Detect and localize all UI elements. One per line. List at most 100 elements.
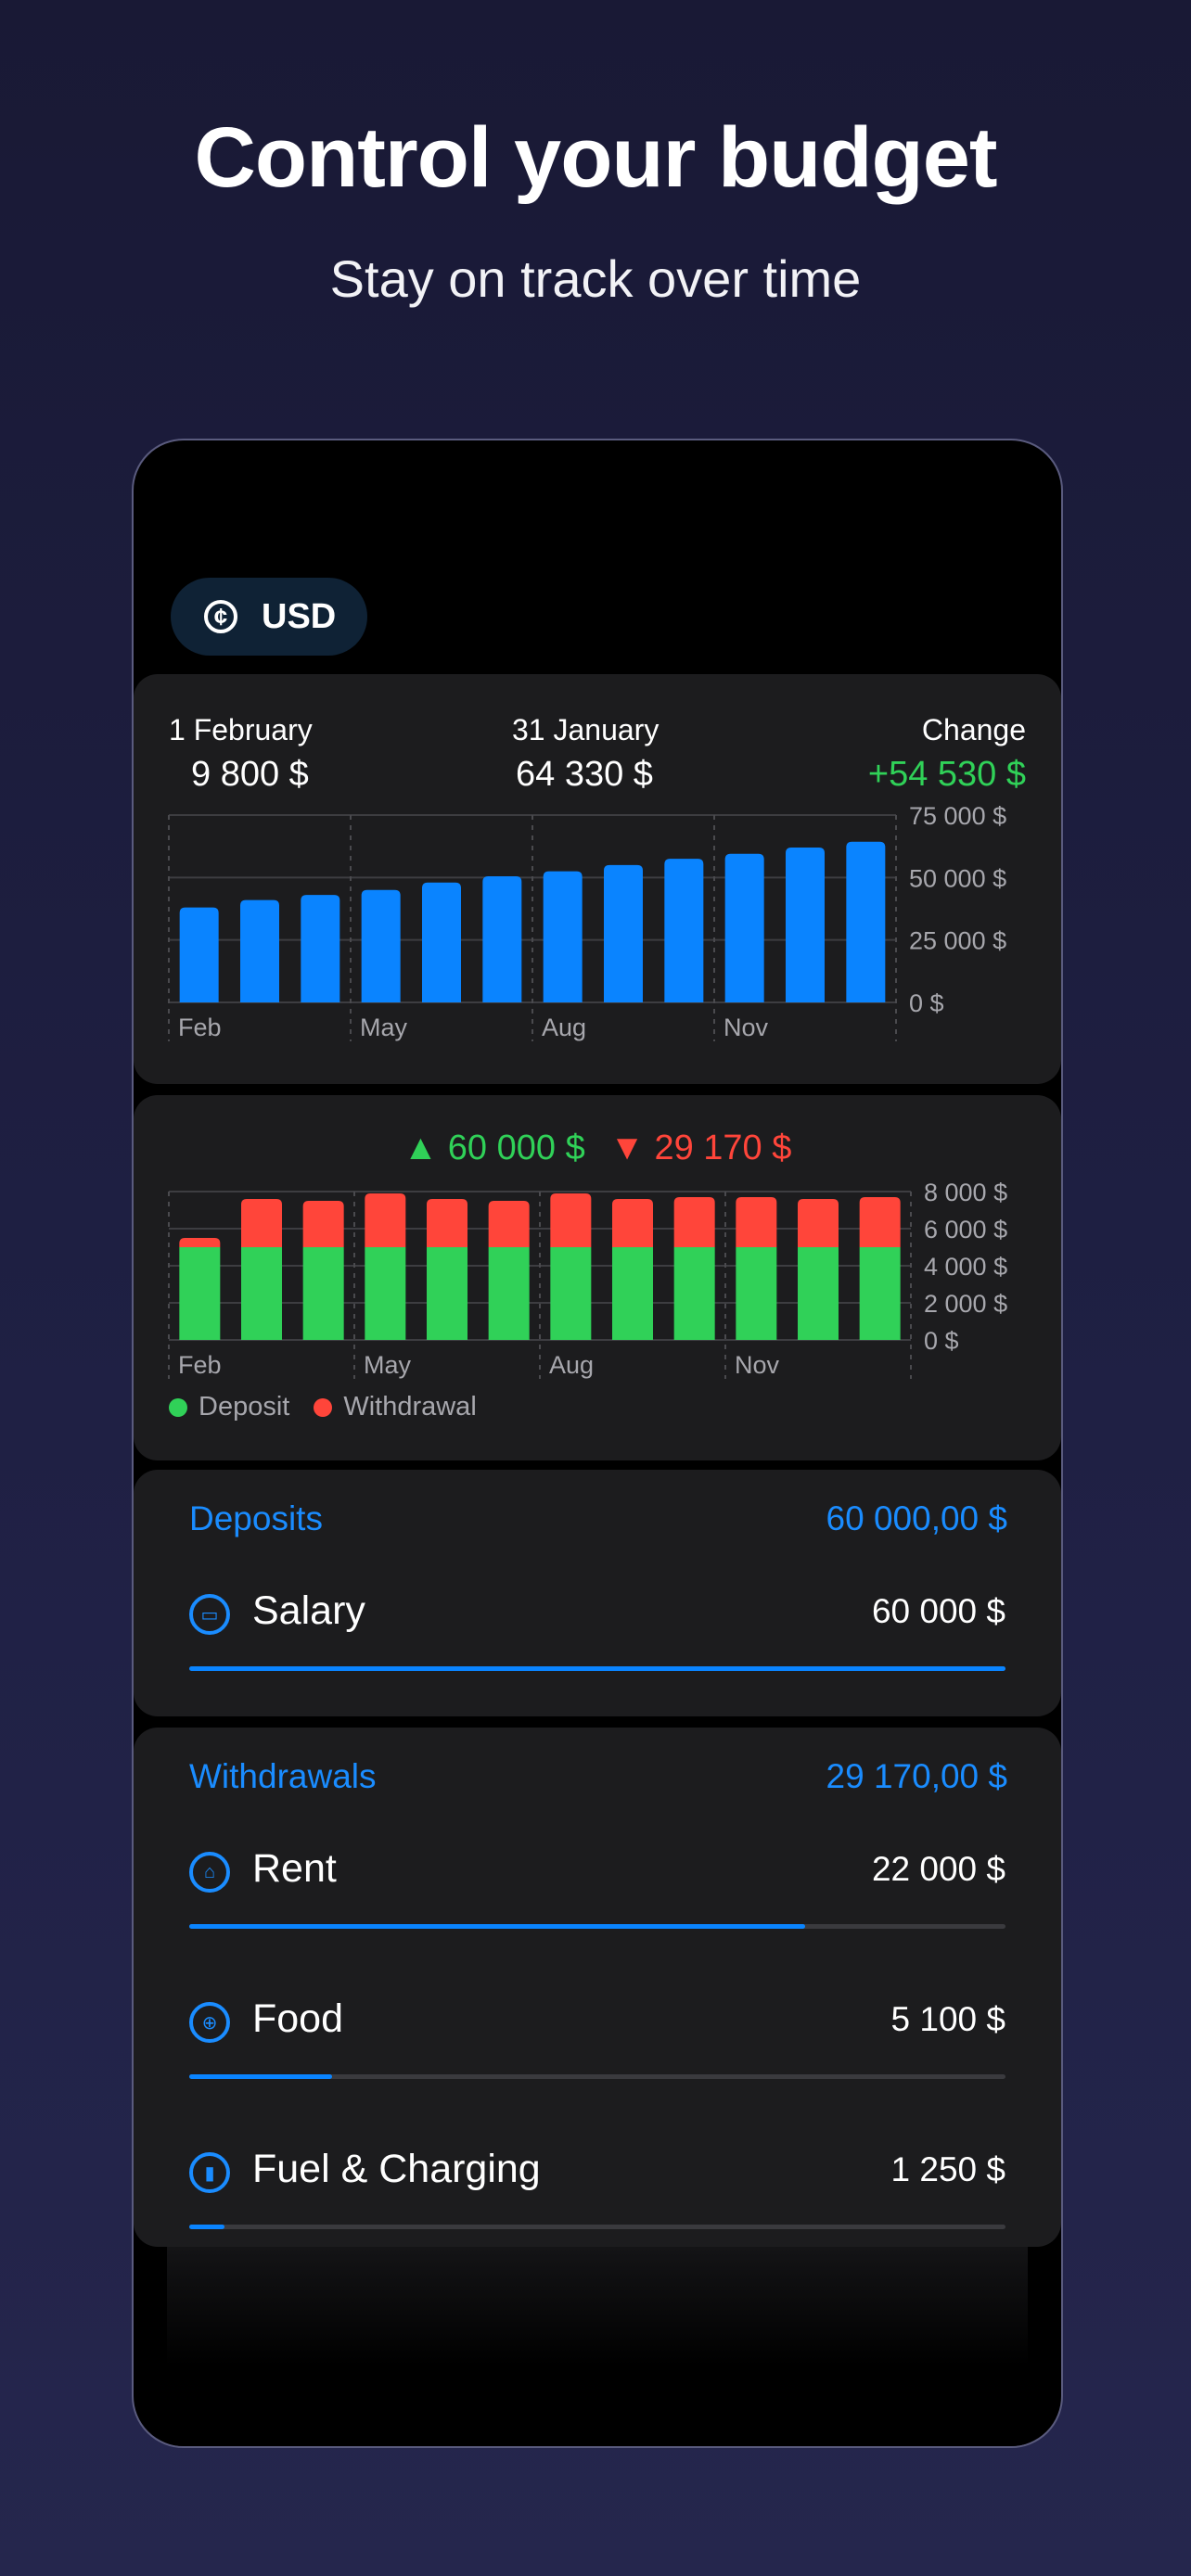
bar	[240, 899, 279, 1002]
y-tick-label: 6 000 $	[924, 1216, 1007, 1243]
bar-withdrawal	[550, 1193, 592, 1247]
progress-fill	[189, 1924, 805, 1929]
currency-button[interactable]: ¢ USD	[171, 578, 367, 656]
row-label: Fuel & Charging	[252, 2147, 541, 2191]
bar-withdrawal	[736, 1197, 777, 1247]
y-tick-label: 0 $	[909, 989, 944, 1017]
end-date-label: 31 January	[512, 713, 660, 746]
bar-withdrawal	[798, 1199, 839, 1247]
cashflow-bar-chart: 8 000 $ 6 000 $ 4 000 $ 2 000 $ 0 $ Feb May Aug…	[168, 1179, 1007, 1379]
currency-label: USD	[262, 596, 337, 636]
withdrawal-legend-dot	[314, 1397, 333, 1417]
balance-bar-chart: 75 000 $ 50 000 $ 25 000 $ 0 $ Feb May Aug Nov	[168, 802, 1006, 1041]
bar	[846, 841, 886, 1002]
bar	[543, 871, 583, 1002]
bar-deposit	[673, 1247, 715, 1340]
deposit-legend-dot	[169, 1397, 187, 1417]
bar-deposit	[612, 1247, 653, 1340]
change-label: Change	[921, 713, 1026, 746]
progress-fill	[189, 1666, 1005, 1671]
bar-withdrawal	[302, 1201, 344, 1247]
x-tick-label: Nov	[735, 1351, 780, 1379]
y-tick-label: 2 000 $	[924, 1290, 1007, 1318]
withdrawals-section: Withdrawals 29 170,00 $ ⌂ Rent 22 000 $ …	[134, 1728, 1061, 2247]
deposits-title: Deposits	[189, 1499, 323, 1537]
progress-track	[189, 1924, 1005, 1929]
bar-withdrawal	[612, 1199, 653, 1247]
bar-deposit	[859, 1247, 901, 1340]
bar	[179, 907, 219, 1002]
bar-deposit	[427, 1247, 467, 1340]
start-date-label: 1 February	[169, 713, 313, 746]
y-tick-label: 25 000 $	[909, 927, 1006, 955]
bar-deposit	[179, 1247, 221, 1340]
x-tick-label: May	[360, 1014, 408, 1041]
x-tick-label: May	[364, 1351, 412, 1379]
legend-deposit: Deposit	[198, 1392, 290, 1422]
deposit-total: ▲ 60 000 $	[403, 1129, 585, 1167]
withdrawals-title: Withdrawals	[189, 1757, 377, 1795]
chart-legend: Deposit Withdrawal	[169, 1392, 477, 1422]
withdrawals-total: 29 170,00 $	[826, 1757, 1007, 1795]
row-label: Food	[252, 1996, 344, 2041]
x-tick-label: Aug	[549, 1351, 594, 1379]
x-tick-label: Aug	[542, 1014, 586, 1041]
deposits-total: 60 000,00 $	[826, 1499, 1007, 1537]
withdrawal-row-food[interactable]: ⊕ Food 5 100 $	[189, 1996, 1005, 2089]
bottom-fade	[167, 2247, 1028, 2446]
bar-withdrawal	[673, 1197, 715, 1247]
currency-icon: ¢	[204, 600, 237, 633]
deposits-section: Deposits 60 000,00 $ ▭ Salary 60 000 $	[134, 1470, 1061, 1716]
end-balance: 64 330 $	[516, 755, 653, 794]
x-tick-label: Feb	[178, 1351, 222, 1379]
bar-deposit	[365, 1247, 406, 1340]
bar	[482, 875, 522, 1002]
bar	[664, 859, 704, 1002]
bar-withdrawal	[179, 1238, 221, 1247]
withdrawal-row-rent[interactable]: ⌂ Rent 22 000 $	[189, 1846, 1005, 1939]
bar-deposit	[736, 1247, 777, 1340]
house-icon: ⌂	[189, 1852, 230, 1893]
y-tick-label: 0 $	[924, 1327, 959, 1355]
flow-totals: ▲ 60 000 $ ▼ 29 170 $	[134, 1129, 1061, 1168]
hero-subtitle: Stay on track over time	[329, 249, 862, 308]
progress-track	[189, 1666, 1005, 1671]
cart-icon: ⊕	[189, 2002, 230, 2043]
credit-card-icon: ▭	[189, 1594, 230, 1635]
fuel-icon: ▮	[189, 2152, 230, 2193]
bar-deposit	[302, 1247, 344, 1340]
row-value: 1 250 $	[890, 2150, 1005, 2188]
x-tick-label: Feb	[178, 1014, 222, 1041]
bar	[724, 853, 764, 1002]
x-tick-label: Nov	[724, 1014, 769, 1041]
withdrawal-total: ▼ 29 170 $	[609, 1129, 792, 1167]
row-value: 5 100 $	[890, 2000, 1005, 2038]
bar-withdrawal	[427, 1199, 467, 1247]
deposit-row-salary[interactable]: ▭ Salary 60 000 $	[189, 1588, 1005, 1681]
change-value: +54 530 $	[867, 755, 1026, 794]
row-label: Rent	[252, 1846, 337, 1891]
hero-title: Control your budget	[194, 110, 997, 205]
y-tick-label: 8 000 $	[924, 1179, 1007, 1206]
progress-track	[189, 2225, 1005, 2229]
y-tick-label: 75 000 $	[909, 802, 1006, 830]
bar-deposit	[550, 1247, 592, 1340]
y-tick-label: 4 000 $	[924, 1253, 1007, 1281]
bar-withdrawal	[365, 1193, 406, 1247]
withdrawal-row-fuel[interactable]: ▮ Fuel & Charging 1 250 $	[189, 2147, 1005, 2239]
row-label: Salary	[252, 1588, 365, 1633]
bar	[604, 864, 643, 1002]
row-value: 22 000 $	[871, 1850, 1005, 1888]
progress-track	[189, 2074, 1005, 2079]
progress-fill	[189, 2074, 332, 2079]
bar	[422, 882, 461, 1002]
bar-withdrawal	[488, 1201, 530, 1247]
bar	[301, 895, 340, 1002]
cashflow-card: ▲ 60 000 $ ▼ 29 170 $ 8 000 $ 6 000 $ 4 00…	[134, 1095, 1061, 1460]
bar-deposit	[798, 1247, 839, 1340]
bar-deposit	[241, 1247, 282, 1340]
bar-deposit	[488, 1247, 530, 1340]
balance-card: 1 February 9 800 $ 31 January 64 330 $ C…	[134, 674, 1061, 1084]
bar-withdrawal	[241, 1199, 282, 1247]
y-tick-label: 50 000 $	[909, 864, 1006, 892]
